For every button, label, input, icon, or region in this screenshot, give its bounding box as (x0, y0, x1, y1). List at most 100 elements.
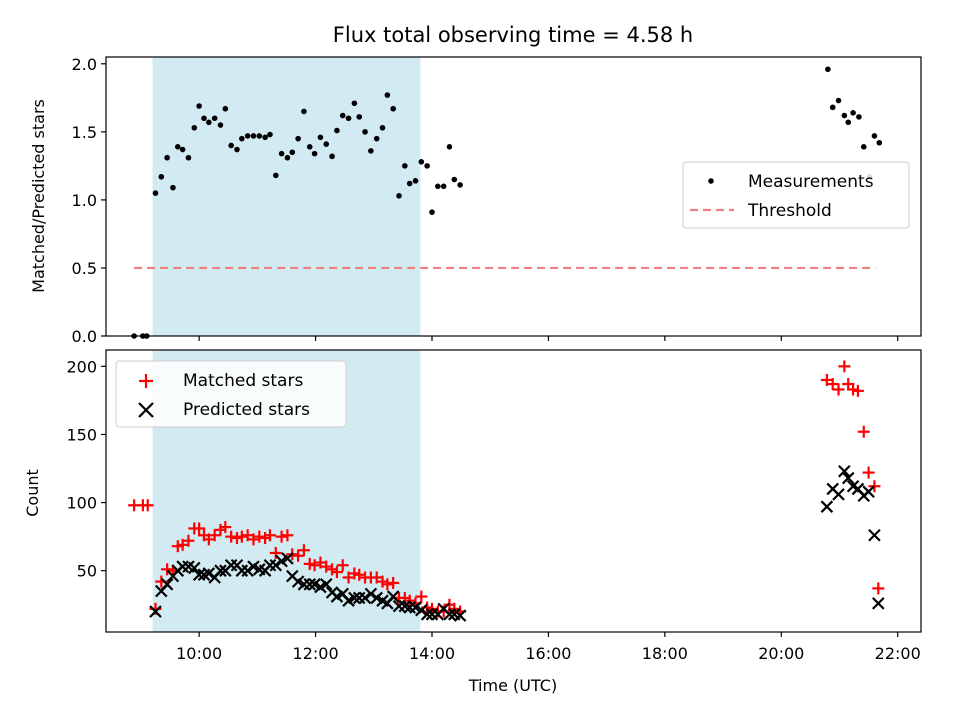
y-axis-ticks-bottom: 50 100 150 200 (66, 357, 106, 581)
predicted-star-point (415, 603, 428, 617)
measurement-point (845, 119, 852, 126)
measurement-point (871, 133, 878, 139)
matched-star-point (381, 578, 394, 591)
predicted-star-point (862, 485, 875, 498)
measurement-point (267, 131, 273, 138)
y-tick-label: 100 (66, 494, 97, 513)
measurement-point (185, 154, 192, 161)
measurement-point (856, 114, 862, 120)
legend-top: Measurements Threshold (682, 161, 910, 229)
measurement-point (406, 180, 413, 187)
x-tick-label: 22:00 (875, 644, 921, 663)
measurement-point (860, 144, 867, 150)
x-axis-label: Time (UTC) (468, 676, 557, 695)
x-tick-label: 18:00 (642, 644, 688, 663)
matched-star-point (141, 499, 154, 512)
matched-star-point (353, 568, 366, 581)
measurement-point (272, 172, 279, 179)
measurement-point (170, 184, 176, 191)
predicted-star-point (364, 587, 378, 601)
measurement-point (835, 97, 842, 104)
measurement-point (339, 112, 346, 119)
predicted-star-point (872, 597, 885, 610)
matched-star-point (826, 378, 839, 391)
matched-star-point (275, 530, 288, 543)
matched-star-point (415, 590, 428, 603)
panel-count: 50 100 150 200 10:00 12:00 14:00 16:00 18:00 20:… (23, 349, 922, 695)
predicted-star-point (319, 578, 333, 591)
measurement-point (152, 190, 159, 196)
measurement-point (876, 139, 883, 146)
matched-star-point (320, 560, 333, 573)
measurement-point (368, 148, 374, 154)
predicted-star-point (841, 471, 855, 485)
legend-measurements-marker (708, 178, 714, 184)
x-tick-label: 14:00 (409, 644, 455, 663)
legend-frame-bottom (115, 360, 347, 428)
measurement-point (402, 163, 408, 169)
y-tick-label: 150 (66, 425, 97, 444)
matched-star-point (838, 360, 851, 373)
measurement-point (317, 134, 324, 141)
measurement-point (306, 144, 313, 150)
measurement-point (191, 124, 198, 131)
measurement-point (424, 163, 430, 169)
legend-measurements-label: Measurements (748, 172, 874, 192)
measurement-point (850, 110, 856, 116)
legend-bottom: Matched stars Predicted stars (115, 360, 347, 428)
measurement-point (311, 150, 318, 157)
measurement-point (390, 105, 396, 112)
measurement-point (429, 209, 435, 215)
legend-matched-marker (139, 374, 153, 388)
matched-star-point (872, 582, 885, 595)
measurement-point (396, 193, 402, 199)
x-tick-label: 10:00 (176, 644, 222, 663)
predicted-star-point (269, 558, 283, 572)
matched-star-point (208, 529, 221, 542)
legend-predicted-marker (138, 402, 154, 418)
measurement-point (841, 112, 848, 119)
predicted-star-point (214, 564, 227, 577)
measurement-point (829, 104, 836, 111)
measurement-point (222, 105, 229, 112)
predicted-star-point (192, 568, 206, 582)
predicted-star-point (202, 567, 216, 580)
predicted-star-point (420, 608, 434, 621)
matched-star-point (263, 529, 276, 542)
predicted-star-point (348, 591, 361, 605)
predicted-star-point (188, 561, 201, 575)
highlight-span-top (152, 57, 421, 336)
predicted-star-point (453, 609, 467, 622)
predicted-star-point (358, 591, 372, 605)
y-axis-ticks-top: 0.0 0.5 1.0 1.5 2.0 (72, 55, 106, 346)
matched-star-point (868, 480, 881, 493)
measurement-point (457, 182, 463, 188)
x-axis-ticks-top (198, 336, 899, 341)
measurement-point (323, 141, 330, 147)
predicted-star-point (386, 590, 400, 603)
measurement-point (379, 124, 386, 131)
measurement-point (825, 66, 831, 73)
matched-star-point (330, 566, 343, 579)
measurements-series (131, 66, 883, 339)
predicted-star-point (149, 605, 162, 618)
panel-ratio: 0.00.51.01.52.0 Matched/Predicted stars … (29, 55, 922, 346)
measurement-point (179, 146, 186, 153)
predicted-star-point (281, 552, 294, 565)
matched-star-point (862, 466, 875, 479)
y-axis-label-top: Matched/Predicted stars (29, 99, 48, 293)
predicted-star-point (160, 578, 174, 591)
measurement-point (295, 135, 301, 142)
matched-star-point (247, 533, 260, 546)
predicted-star-point (303, 578, 317, 591)
measurement-point (256, 133, 263, 139)
matched-star-point (269, 546, 282, 559)
x-tick-label: 16:00 (525, 644, 571, 663)
matched-star-point (851, 384, 864, 397)
matched-star-point (182, 534, 195, 547)
measurement-point (373, 135, 380, 142)
measurement-point (329, 153, 335, 160)
measurement-point (435, 183, 441, 190)
measurement-point (289, 149, 296, 156)
